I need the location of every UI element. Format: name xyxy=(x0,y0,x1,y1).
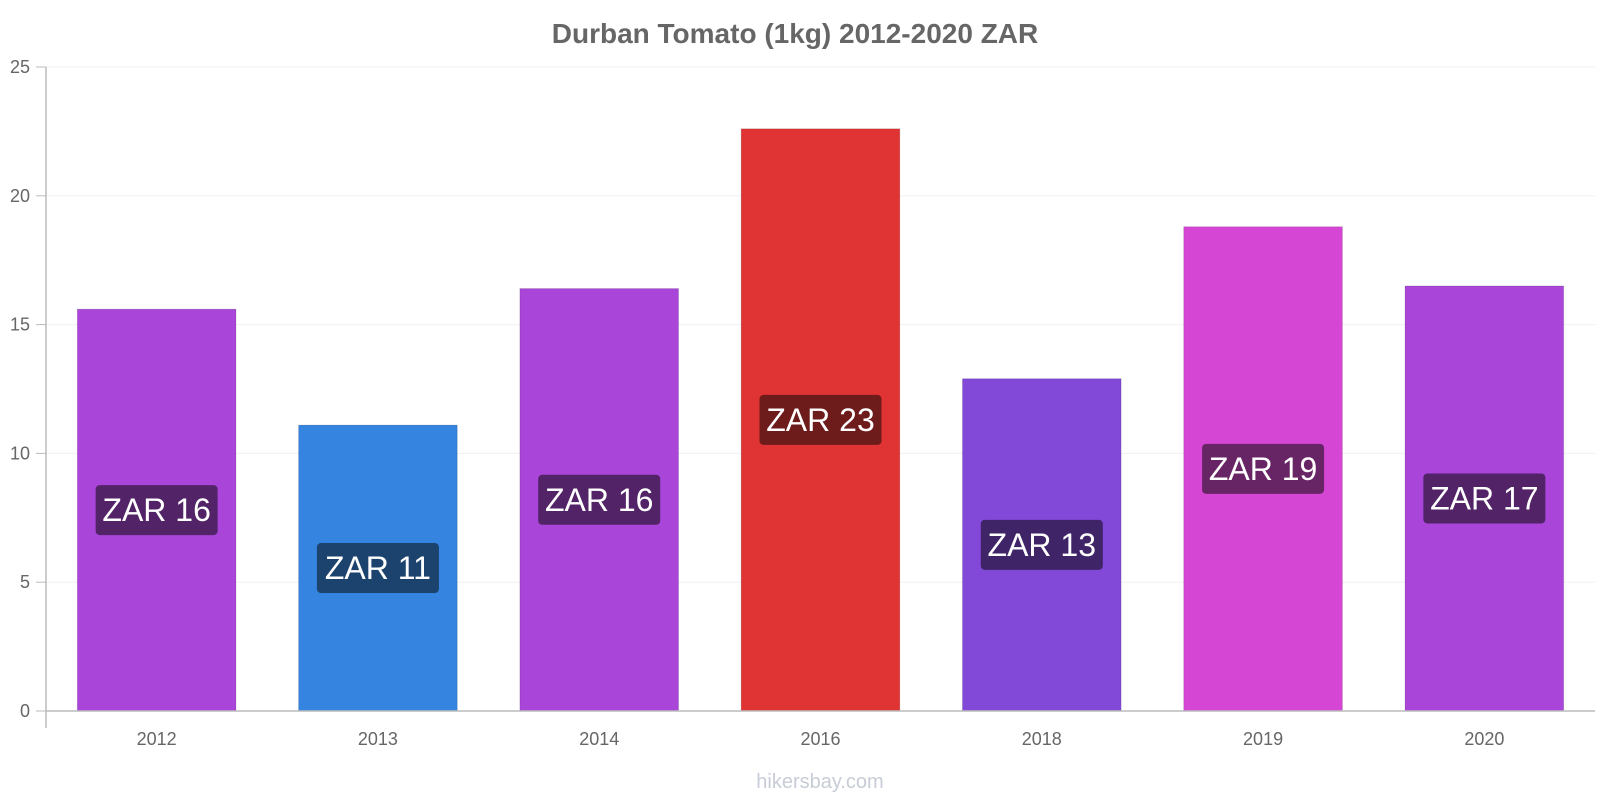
x-tick-label: 2012 xyxy=(137,729,177,749)
data-label: ZAR 17 xyxy=(1430,480,1538,516)
data-label-badge xyxy=(759,394,882,445)
data-label-badge xyxy=(538,474,661,525)
source-footer[interactable]: hikersbay.com xyxy=(756,771,883,793)
y-tick-label: 0 xyxy=(20,701,30,721)
data-label: ZAR 13 xyxy=(988,527,1096,563)
data-label: ZAR 23 xyxy=(766,402,874,438)
x-tick-label: 2020 xyxy=(1464,729,1504,749)
y-tick-label: 20 xyxy=(10,186,30,206)
data-label: ZAR 19 xyxy=(1209,451,1317,487)
x-tick-label: 2018 xyxy=(1022,729,1062,749)
data-label-badge xyxy=(316,543,439,594)
data-label-badge xyxy=(95,485,218,536)
y-tick-label: 15 xyxy=(10,315,30,335)
y-tick-label: 10 xyxy=(10,443,30,463)
data-label: ZAR 16 xyxy=(102,492,210,528)
data-labels: ZAR 16 ZAR 11 ZAR 16 ZAR 23 ZAR 13 ZAR 19 ZAR … xyxy=(95,394,1546,594)
data-label-badge xyxy=(1423,473,1546,524)
data-label-badge xyxy=(980,519,1103,570)
x-tick-label: 2013 xyxy=(358,729,398,749)
data-label: ZAR 16 xyxy=(545,482,653,518)
data-label: ZAR 11 xyxy=(325,550,431,586)
data-label-badge xyxy=(1202,443,1325,494)
x-tick-label: 2014 xyxy=(579,729,619,749)
x-tick-label: 2019 xyxy=(1243,729,1283,749)
y-tick-label: 5 xyxy=(20,572,30,592)
axes: 0 5 10 15 20 25 2012 2013 2014 2016 2018 2019 2020 xyxy=(10,57,1595,749)
x-tick-label: 2016 xyxy=(800,729,840,749)
chart-title: Durban Tomato (1kg) 2012-2020 ZAR xyxy=(552,18,1039,49)
y-tick-label: 25 xyxy=(10,57,30,77)
